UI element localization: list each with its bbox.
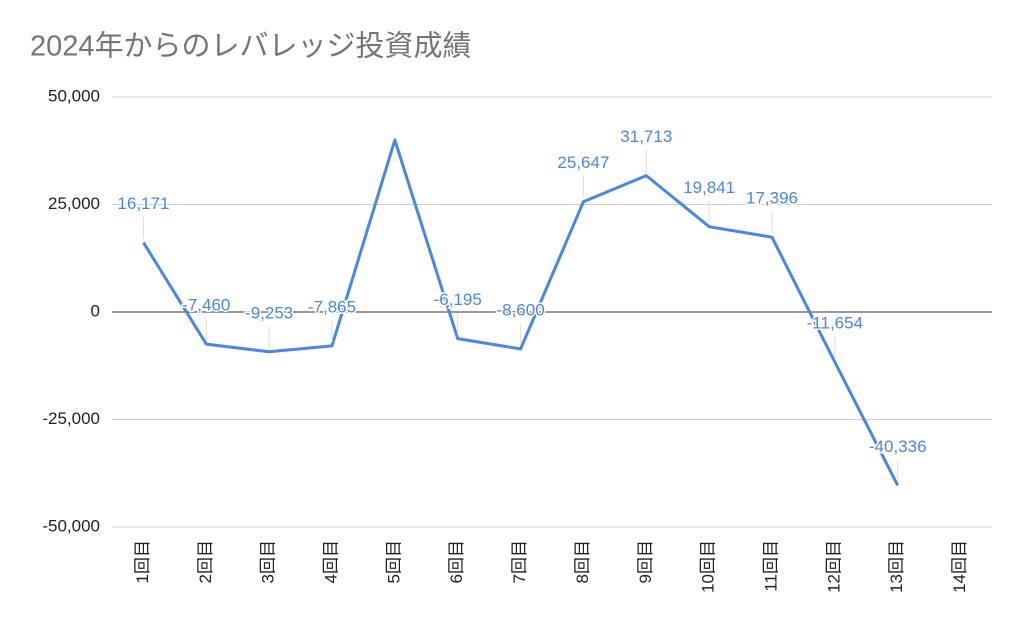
data-label: 17,396 <box>746 189 798 208</box>
y-tick-label: 50,000 <box>48 86 100 105</box>
x-tick-label: 8回目 <box>573 540 592 583</box>
data-label: -9,253 <box>245 303 293 322</box>
x-tick-label: 7回目 <box>510 540 529 583</box>
data-label: -7,460 <box>182 296 230 315</box>
y-tick-label: 25,000 <box>48 194 100 213</box>
x-tick-label: 13回目 <box>887 540 906 593</box>
chart-title: 2024年からのレバレッジ投資成績 <box>30 30 472 63</box>
y-tick-label: 0 <box>91 301 100 320</box>
data-label: -8,600 <box>496 300 544 319</box>
x-tick-label: 5回目 <box>384 540 403 583</box>
y-tick-label: -50,000 <box>42 516 100 535</box>
x-tick-label: 2回目 <box>196 540 215 583</box>
data-line <box>142 138 900 487</box>
data-label: 31,713 <box>620 127 672 146</box>
data-label: -40,336 <box>869 437 927 456</box>
data-label: 25,647 <box>557 153 609 172</box>
x-tick-label: 12回目 <box>824 540 843 593</box>
data-label: 16,171 <box>117 194 169 213</box>
x-tick-label: 10回目 <box>699 540 718 593</box>
x-tick-label: 11回目 <box>761 540 780 592</box>
data-label: -7,865 <box>308 297 356 316</box>
y-tick-label: -25,000 <box>42 409 100 428</box>
data-label: -6,195 <box>434 290 482 309</box>
data-label: 19,841 <box>683 178 735 197</box>
x-tick-label: 6回目 <box>447 540 466 583</box>
x-tick-label: 14回目 <box>950 540 969 593</box>
data-label: -11,654 <box>807 314 863 333</box>
x-tick-label: 3回目 <box>259 540 278 583</box>
x-tick-label: 9回目 <box>636 540 655 583</box>
x-tick-label: 4回目 <box>321 540 340 583</box>
x-tick-label: 1回目 <box>133 540 152 583</box>
